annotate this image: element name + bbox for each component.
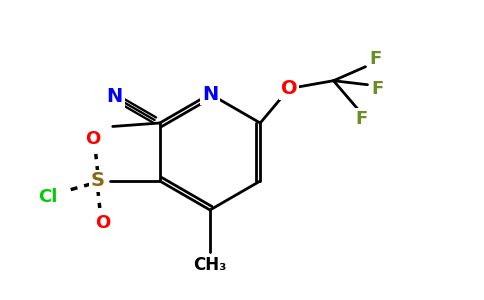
Text: F: F xyxy=(355,110,367,128)
Text: F: F xyxy=(371,80,384,98)
Text: CH₃: CH₃ xyxy=(193,256,227,274)
Text: O: O xyxy=(281,79,298,98)
Text: O: O xyxy=(95,214,110,232)
Text: N: N xyxy=(106,88,123,106)
Text: S: S xyxy=(91,172,105,190)
Text: Cl: Cl xyxy=(38,188,58,206)
Text: F: F xyxy=(369,50,381,68)
Text: O: O xyxy=(85,130,100,148)
Text: N: N xyxy=(202,85,218,104)
